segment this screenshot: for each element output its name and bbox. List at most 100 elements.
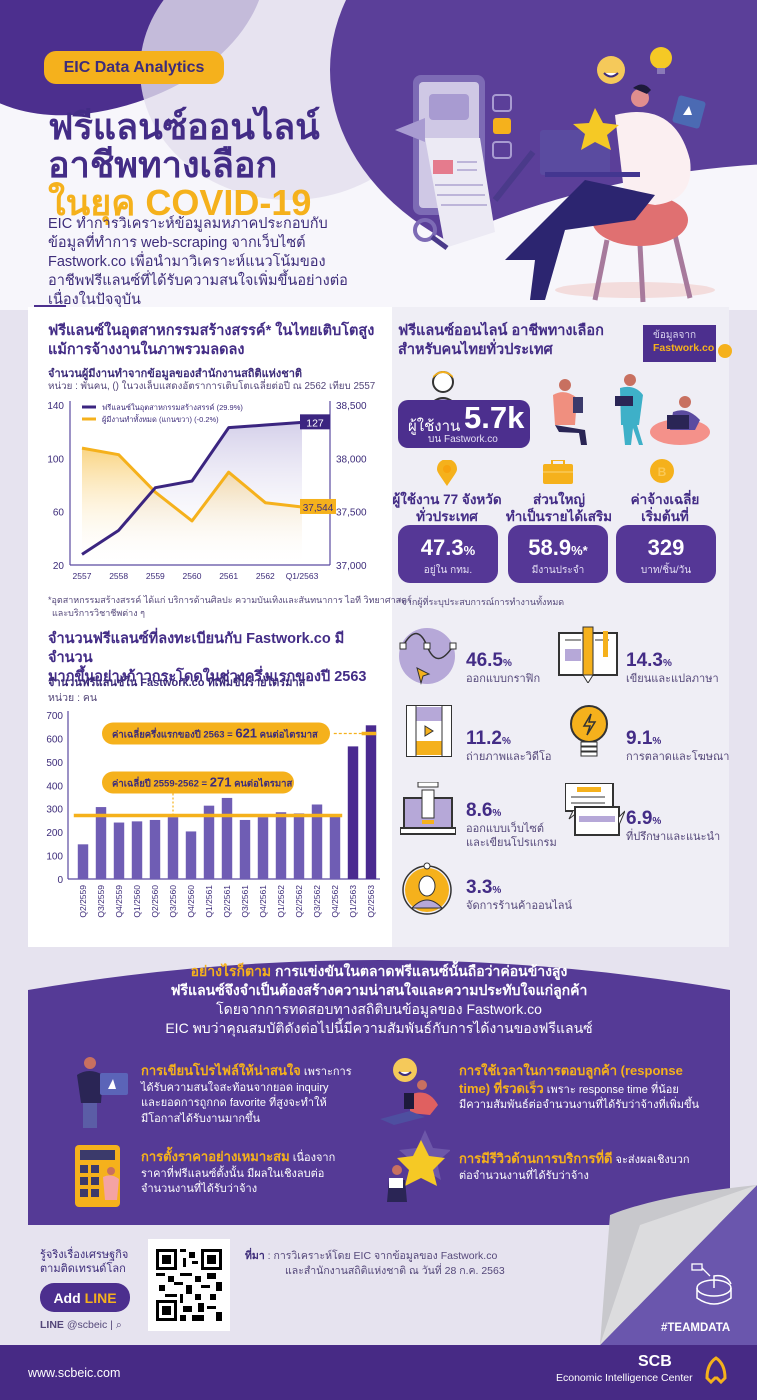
title-line: ฟรีแลนซ์ในอุตสาหกรรมสร้างสรรค์* ในไทยเติ… <box>48 323 375 339</box>
stat-number: 329 <box>647 535 685 560</box>
category-label: การตลาดและโฆษณา <box>626 751 730 763</box>
category-label: ถ่ายภาพและวิดีโอ <box>466 751 552 763</box>
tip-text: จำนวนงานที่ได้รับว่าจ้าง <box>141 1183 258 1195</box>
x-tick-label: Q2/2563 <box>366 885 376 918</box>
qr-code[interactable] <box>148 1239 230 1331</box>
bar <box>149 819 161 879</box>
annotation-average-2563-bg <box>102 722 330 745</box>
tip-heading: การมีรีวิวด้านการบริการที่ดี <box>459 1151 613 1166</box>
category-percent: 14.3% <box>626 650 672 671</box>
y-right-tick-label: 37,000 <box>336 561 367 572</box>
stat-heading-line: ค่าจ้างเฉลี่ย <box>630 492 700 507</box>
baht-coin-icon: B <box>650 459 674 483</box>
category-writing-translation: 14.3% เขียนและแปลภาษา <box>626 650 719 686</box>
y-left-tick-label: 20 <box>53 561 65 572</box>
series-area-employment <box>82 448 302 565</box>
tip-text: เพราะการ <box>300 1066 352 1078</box>
tip-text: มีโอกาสได้รับงานมากขึ้น <box>141 1112 261 1125</box>
conclusion-highlight: อย่างไรก็ตาม <box>190 963 272 979</box>
qr-code-icon <box>156 1249 222 1321</box>
end-label-bg <box>300 414 330 430</box>
y-tick-label: 600 <box>46 734 63 745</box>
stat-number: 47.3 <box>420 535 464 560</box>
chart2-subtitle: จำนวนฟรีแลนซ์ใน Fastwork.co ที่เพิ่มขึ้น… <box>48 677 306 689</box>
page-curl-decor <box>600 1185 757 1345</box>
line-id-handle: @scbeic | <box>63 1319 113 1331</box>
hero-description: EIC ทำการวิเคราะห์ข้อมูลมหภาคประกอบกับข้… <box>48 216 348 308</box>
conclusion-text-bold: ฟรีแลนซ์จึงจำเป็นต้องสร้างความน่าสนใจและ… <box>170 982 588 998</box>
line-id[interactable]: LINE @scbeic | ⌕ <box>40 1319 122 1332</box>
x-tick-label: 2558 <box>109 571 128 581</box>
legend-label-freelance: ฟรีแลนซ์ในอุตสาหกรรมสร้างสรรค์ (29.9%) <box>102 403 243 412</box>
y-left-tick-label: 100 <box>47 454 64 465</box>
percent-sign: % <box>652 816 662 827</box>
source-citation: ที่มา : การวิเคราะห์โดย EIC จากข้อมูลของ… <box>245 1249 505 1279</box>
category-value: 46.5 <box>466 650 503 671</box>
lightbulb-icon <box>570 705 608 757</box>
website-link[interactable]: www.scbeic.com <box>28 1366 121 1380</box>
x-tick-label: 2560 <box>183 571 202 581</box>
tip-text: เพราะ response time ที่น้อย <box>543 1083 679 1096</box>
search-icon: ⌕ <box>115 1319 122 1331</box>
title-line: ฟรีแลนซ์ออนไลน์ อาชีพทางเลือก <box>398 323 604 339</box>
add-line-button[interactable]: Add LINE <box>40 1283 130 1312</box>
x-tick-label: Q1/2563 <box>286 571 319 581</box>
category-marketing: 9.1% การตลาดและโฆษณา <box>626 728 729 764</box>
data-source-tag: ข้อมูลจาก Fastwork.co <box>643 325 716 362</box>
category-label: ที่ปรึกษาและแนะนำ <box>626 831 721 843</box>
x-tick-label: 2562 <box>256 571 275 581</box>
stat-unit: %* <box>571 543 588 558</box>
tip-text: ได้รับความสนใจสะท้อนจากยอด inquiry <box>141 1081 329 1094</box>
chart1-unit: หน่วย : พันคน, () ในวงเล็บแสดงอัตราการเต… <box>48 381 376 392</box>
freelancers-group-illustration <box>553 374 710 445</box>
stat-card-side-income: 58.9%* มีงานประจำ <box>508 525 608 583</box>
legend-label-employment: ผู้มีงานทำทั้งหมด (แกนขวา) (-0.2%) <box>102 414 219 424</box>
category-label: ออกแบบกราฟิก <box>466 673 541 685</box>
stat-heading-line: ทั่วประเทศ <box>416 509 478 524</box>
annotation-prefix: ค่าเฉลี่ยปี 2559-2562 = <box>112 776 210 790</box>
x-tick-label: Q4/2561 <box>258 885 268 918</box>
tip-text: เนื่องจาก <box>289 1152 336 1164</box>
footnote-line: และบริการวิชาชีพต่าง ๆ <box>52 608 145 618</box>
category-percent: 46.5% <box>466 650 512 671</box>
decor-dot <box>718 344 732 358</box>
title-line-highlight: ในยุค COVID-19 <box>48 182 312 223</box>
team-data-hashtag: #TEAMDATA <box>661 1322 731 1334</box>
x-tick-label: Q3/2561 <box>240 885 250 918</box>
x-tick-label: Q1/2562 <box>276 885 286 918</box>
brand-name: SCB <box>638 1353 672 1370</box>
title-line: มากขึ้นอย่างก้าวกระโดดในช่วงครึ่งแรกของป… <box>48 669 367 685</box>
percent-sign: % <box>502 658 512 669</box>
category-value: 6.9 <box>626 808 653 829</box>
category-web-programming: 8.6% ออกแบบเว็บไซต์ และเขียนโปรแกรม <box>466 800 557 850</box>
follow-line: ตามติดเทรนด์โลก <box>40 1263 126 1275</box>
y-tick-label: 500 <box>46 758 63 769</box>
category-percent: 8.6% <box>466 800 501 821</box>
stat-card-bangkok: 47.3% อยู่ใน กทม. <box>398 525 498 583</box>
source-line: ที่มา : การวิเคราะห์โดย EIC จากข้อมูลของ… <box>245 1249 505 1264</box>
film-strip-icon <box>406 705 452 757</box>
footer-bar <box>0 1345 757 1400</box>
stat-card-average-rate: 329 บาท/ชิ้น/วัน <box>616 525 716 583</box>
percent-sign: % <box>492 885 502 896</box>
category-value: 11.2 <box>466 728 502 749</box>
y-tick-label: 700 <box>46 711 63 722</box>
stat-heading: ส่วนใหญ่ ทำเป็นรายได้เสริม <box>504 491 614 525</box>
category-label: และเขียนโปรแกรม <box>466 837 557 849</box>
x-tick-label: Q3/2559 <box>96 885 106 918</box>
category-label: ออกแบบเว็บไซต์ <box>466 823 544 835</box>
user-cycle-icon <box>402 862 452 915</box>
series-line-freelance <box>81 420 303 556</box>
bar <box>293 813 305 879</box>
y-left-tick-label: 60 <box>53 508 65 519</box>
stat-heading-line: ผู้ใช้งาน 77 จังหวัด <box>392 492 502 507</box>
x-tick-label: Q2/2561 <box>222 885 232 918</box>
eic-data-analytics-badge: EIC Data Analytics <box>44 51 224 84</box>
stat-sub: บาท/ชิ้น/วัน <box>640 565 692 576</box>
section-title-fastwork-growth: จำนวนฟรีแลนซ์ที่ลงทะเบียนกับ Fastwork.co… <box>48 630 388 687</box>
annotation-prefix: ค่าเฉลี่ยครึ่งแรกของปี 2563 = <box>112 727 235 741</box>
bar <box>77 844 89 879</box>
annotation-suffix: คนต่อไตรมาส <box>231 778 292 790</box>
book-pencil-icon <box>558 626 618 683</box>
tip-reviews: การมีรีวิวด้านการบริการที่ดี จะส่งผลเชิง… <box>459 1151 709 1184</box>
